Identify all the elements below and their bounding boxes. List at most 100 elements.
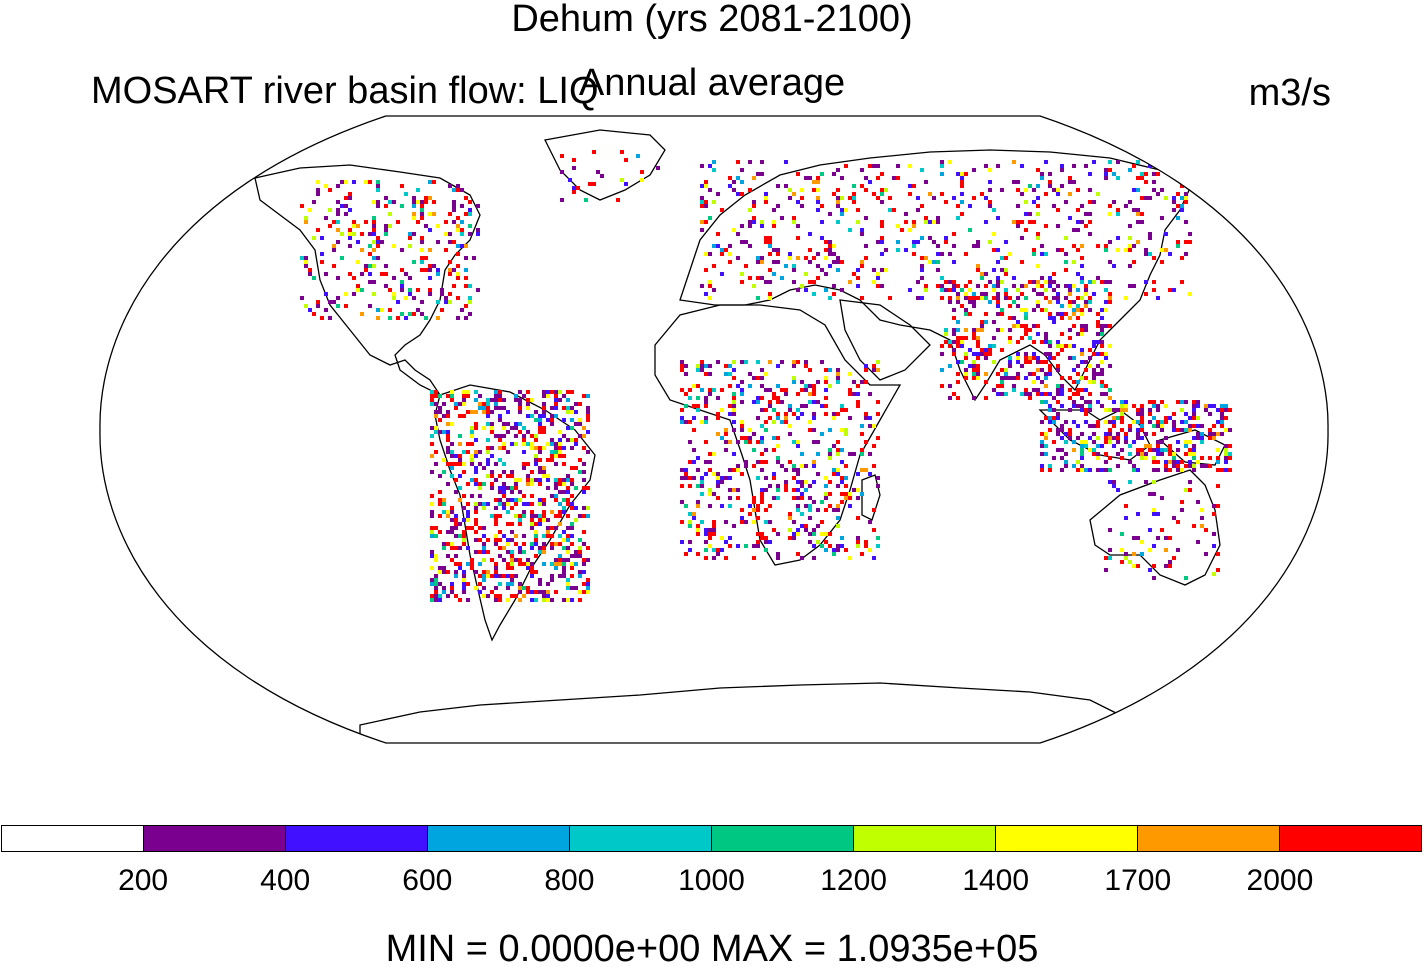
flow-cell	[1192, 416, 1196, 420]
flow-cell	[1100, 404, 1104, 408]
flow-cell	[1180, 196, 1184, 200]
flow-cell	[510, 550, 514, 554]
flow-cell	[478, 394, 482, 398]
flow-cell	[454, 454, 458, 458]
flow-cell	[562, 546, 566, 550]
flow-cell	[442, 590, 446, 594]
flow-cell	[1212, 532, 1216, 536]
flow-cell	[582, 394, 586, 398]
flow-cell	[1152, 256, 1156, 260]
flow-cell	[1084, 412, 1088, 416]
flow-cell	[450, 530, 454, 534]
flow-cell	[1128, 168, 1132, 172]
flow-cell	[796, 172, 800, 176]
flow-cell	[456, 264, 460, 268]
flow-cell	[502, 398, 506, 402]
flow-cell	[812, 388, 816, 392]
flow-cell	[1072, 180, 1076, 184]
flow-cell	[1048, 464, 1052, 468]
flow-cell	[526, 406, 530, 410]
flow-cell	[372, 264, 376, 268]
flow-cell	[1032, 372, 1036, 376]
flow-cell	[1156, 424, 1160, 428]
flow-cell	[1128, 560, 1132, 564]
flow-cell	[348, 244, 352, 248]
flow-cell	[518, 582, 522, 586]
flow-cell	[796, 416, 800, 420]
flow-cell	[1068, 300, 1072, 304]
flow-cell	[976, 328, 980, 332]
flow-cell	[420, 248, 424, 252]
flow-cell	[574, 466, 578, 470]
flow-cell	[1108, 480, 1112, 484]
flow-cell	[1072, 300, 1076, 304]
flow-cell	[482, 574, 486, 578]
flow-cell	[446, 434, 450, 438]
flow-cell	[586, 590, 590, 594]
flow-cell	[1040, 276, 1044, 280]
flow-cell	[376, 256, 380, 260]
flow-cell	[928, 260, 932, 264]
flow-cell	[816, 400, 820, 404]
flow-cell	[438, 418, 442, 422]
flow-cell	[972, 292, 976, 296]
flow-cell	[1200, 464, 1204, 468]
flow-cell	[680, 468, 684, 472]
flow-cell	[840, 448, 844, 452]
flow-cell	[316, 180, 320, 184]
flow-cell	[450, 506, 454, 510]
flow-cell	[888, 296, 892, 300]
flow-cell	[720, 208, 724, 212]
flow-cell	[824, 508, 828, 512]
flow-cell	[574, 442, 578, 446]
flow-cell	[1016, 356, 1020, 360]
flow-cell	[984, 356, 988, 360]
flow-cell	[864, 544, 868, 548]
flow-cell	[804, 480, 808, 484]
flow-cell	[860, 492, 864, 496]
flow-cell	[562, 498, 566, 502]
flow-cell	[1092, 440, 1096, 444]
flow-cell	[796, 472, 800, 476]
flow-cell	[812, 544, 816, 548]
flow-cell	[1080, 376, 1084, 380]
flow-cell	[880, 192, 884, 196]
flow-cell	[688, 460, 692, 464]
flow-cell	[428, 276, 432, 280]
flow-cell	[300, 204, 304, 208]
flow-cell	[1104, 460, 1108, 464]
flow-cell	[756, 296, 760, 300]
flow-cell	[1076, 332, 1080, 336]
flow-cell	[1216, 420, 1220, 424]
flow-cell	[808, 532, 812, 536]
flow-cell	[792, 496, 796, 500]
flow-cell	[466, 518, 470, 522]
flow-cell	[430, 494, 434, 498]
flow-cell	[896, 240, 900, 244]
flow-cell	[1120, 448, 1124, 452]
flow-cell	[1176, 468, 1180, 472]
flow-cell	[1060, 404, 1064, 408]
flow-cell	[450, 454, 454, 458]
flow-cell	[486, 570, 490, 574]
flow-cell	[1076, 188, 1080, 192]
flow-cell	[428, 180, 432, 184]
flow-cell	[1032, 288, 1036, 292]
flow-cell	[430, 534, 434, 538]
flow-cell	[468, 224, 472, 228]
flow-cell	[432, 180, 436, 184]
flow-cell	[352, 224, 356, 228]
flow-cell	[956, 204, 960, 208]
flow-cell	[1052, 440, 1056, 444]
flow-cell	[1208, 404, 1212, 408]
flow-cell	[1144, 444, 1148, 448]
flow-cell	[768, 280, 772, 284]
flow-cell	[1132, 536, 1136, 540]
flow-cell	[518, 402, 522, 406]
flow-cell	[566, 498, 570, 502]
flow-cell	[494, 522, 498, 526]
flow-cell	[372, 224, 376, 228]
flow-cell	[494, 434, 498, 438]
flow-cell	[1112, 408, 1116, 412]
flow-cell	[380, 272, 384, 276]
